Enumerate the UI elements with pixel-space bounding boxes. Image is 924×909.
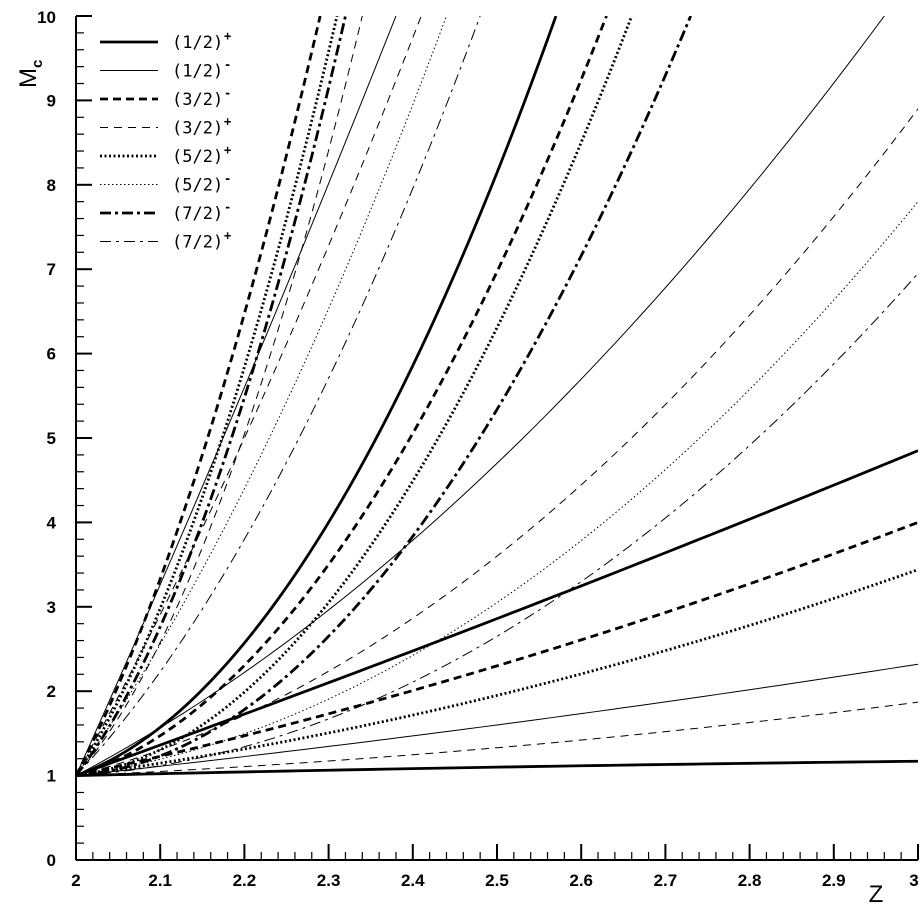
axes: 2 2.1 2.2 2.3 2.4 2.5 2.6 2.7 2.8 2.9 3 0 1 2 3 4 5 6 7 8 9 1…: [15, 8, 919, 908]
legend-label: (5/2): [172, 147, 223, 167]
legend-item: (7/2) +: [100, 229, 231, 253]
curve-15: [76, 16, 397, 776]
y-tick-label: 3: [47, 598, 56, 617]
curve-6: [76, 568, 918, 777]
y-tick-label: 0: [47, 851, 56, 870]
y-tick-label: 9: [47, 91, 56, 110]
y-tick-label: 5: [47, 429, 56, 448]
legend-item: (1/2) +: [100, 29, 231, 53]
legend-sup: -: [224, 172, 231, 186]
curve-19: [76, 16, 322, 777]
legend-sup: -: [224, 200, 231, 214]
legend-sup: +: [224, 115, 231, 129]
x-tick-label: 2.6: [569, 871, 593, 890]
x-tick-label: 2: [71, 871, 80, 890]
curve-21: [76, 16, 347, 777]
curve-8: [76, 108, 918, 777]
curve-4: [76, 449, 918, 777]
x-tick-label: 2.7: [654, 871, 678, 890]
y-tick-label: 4: [47, 513, 57, 532]
x-axis-title: Z: [869, 881, 884, 908]
legend-item: (5/2) +: [100, 143, 231, 167]
x-tick-label: 2.3: [317, 871, 341, 890]
curve-11: [76, 16, 558, 777]
legend-sup: +: [224, 143, 231, 157]
legend-sup: -: [224, 58, 231, 72]
curve-3: [76, 701, 918, 777]
legend-label: (1/2): [172, 33, 223, 53]
legend-label: (3/2): [172, 90, 223, 110]
legend-item: (7/2) -: [100, 200, 231, 224]
legend-label: (5/2): [172, 176, 223, 196]
x-tick-label: 2.4: [401, 871, 425, 890]
curve-14: [76, 16, 692, 777]
curve-22: [76, 16, 363, 776]
legend-item: (3/2) +: [100, 115, 231, 139]
x-tick-label: 2.9: [822, 871, 846, 890]
y-axis-title: Mc: [15, 60, 46, 88]
curve-13: [76, 16, 634, 777]
y-tick-label: 8: [47, 176, 56, 195]
legend-item: (1/2) -: [100, 58, 231, 82]
x-tick-label: 2.8: [738, 871, 762, 890]
legend: (1/2) +(1/2) -(3/2) -(3/2) +(5/2) +(5/2) -(7/2…: [100, 29, 231, 253]
y-tick-label: 7: [47, 260, 56, 279]
y-tick-label: 2: [47, 682, 56, 701]
x-tick-label: 2.1: [148, 871, 172, 890]
legend-sup: +: [224, 29, 231, 43]
legend-sup: +: [224, 229, 231, 243]
y-tick-label: 10: [37, 8, 56, 27]
legend-label: (3/2): [172, 119, 223, 139]
x-tick-label: 3: [909, 871, 918, 890]
curve-16: [76, 16, 422, 776]
y-tick-label: 6: [47, 345, 56, 364]
legend-sup: -: [224, 86, 231, 100]
curve-1: [76, 759, 918, 777]
x-tick-label: 2.5: [485, 871, 509, 890]
legend-item: (3/2) -: [100, 86, 231, 110]
legend-item: (5/2) -: [100, 172, 231, 196]
curve-2: [76, 663, 918, 777]
legend-label: (1/2): [172, 62, 223, 82]
legend-label: (7/2): [172, 204, 223, 224]
curve-17: [76, 16, 447, 776]
curve-9: [76, 201, 918, 777]
y-tick-label: 1: [47, 767, 56, 786]
legend-label: (7/2): [172, 233, 223, 253]
curve-12: [76, 16, 608, 777]
curves: [76, 16, 918, 777]
x-tick-label: 2.2: [233, 871, 257, 890]
curve-18: [76, 16, 481, 776]
